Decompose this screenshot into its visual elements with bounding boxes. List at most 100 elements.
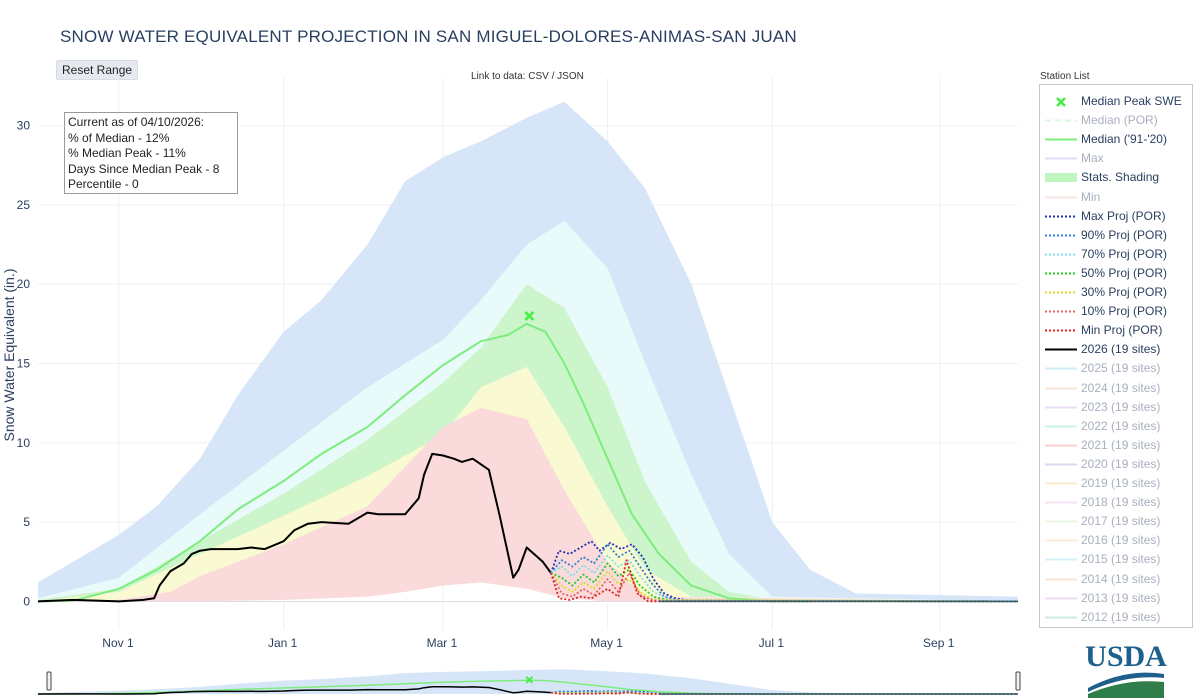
legend-label: Median Peak SWE: [1081, 94, 1182, 108]
legend-item-90-proj-por[interactable]: 90% Proj (POR): [1040, 226, 1192, 244]
range-series: [550, 691, 1018, 695]
x-tick-label: Nov 1: [102, 636, 134, 650]
legend-item-30-proj-por[interactable]: 30% Proj (POR): [1040, 283, 1192, 301]
legend-swatch: [1045, 196, 1077, 198]
series-10-proj-por-: [550, 572, 1019, 603]
legend-swatch: [1045, 253, 1077, 256]
legend-item-2019-19-sites[interactable]: 2019 (19 sites): [1040, 474, 1192, 492]
legend-swatch: [1045, 558, 1077, 561]
legend-label: Max Proj (POR): [1081, 208, 1166, 223]
legend-swatch: [1045, 272, 1077, 275]
series-min-proj-por-: [550, 559, 1018, 603]
series-lines: [37, 322, 1019, 603]
legend-item-2023-19-sites[interactable]: 2023 (19 sites): [1040, 398, 1192, 416]
legend-label: 2020 (19 sites): [1081, 456, 1161, 471]
legend-item-2022-19-sites[interactable]: 2022 (19 sites): [1040, 417, 1192, 435]
legend-swatch: [1045, 520, 1077, 523]
series-30-proj-por-: [550, 570, 1019, 603]
legend-item-2015-19-sites[interactable]: 2015 (19 sites): [1040, 550, 1192, 568]
legend-label: Min Proj (POR): [1081, 323, 1163, 338]
y-tick-label: 30: [17, 119, 31, 133]
legend-label: 2014 (19 sites): [1081, 571, 1161, 586]
legend-item-max[interactable]: Max: [1040, 149, 1192, 167]
legend-label: 10% Proj (POR): [1081, 304, 1168, 319]
legend-item-2025-19-sites[interactable]: 2025 (19 sites): [1040, 359, 1192, 377]
legend-swatch: [1045, 215, 1077, 218]
legend-swatch: [1045, 138, 1077, 141]
legend-item-70-proj-por[interactable]: 70% Proj (POR): [1040, 245, 1192, 263]
legend-item-50-proj-por[interactable]: 50% Proj (POR): [1040, 264, 1192, 282]
legend-label: 2012 (19 sites): [1081, 609, 1161, 624]
legend-label: 70% Proj (POR): [1081, 246, 1168, 261]
legend-swatch: [1045, 616, 1077, 619]
median-peak-marker: [524, 311, 535, 321]
legend-swatch: [1056, 97, 1066, 107]
legend-item-stats-shading[interactable]: Stats. Shading: [1040, 168, 1192, 186]
legend-item-2012-19-sites[interactable]: 2012 (19 sites): [1040, 608, 1192, 626]
y-axis-label: Snow Water Equivalent (in.): [1, 269, 17, 442]
legend-item-max-proj-por[interactable]: Max Proj (POR): [1040, 207, 1192, 225]
legend-label: 50% Proj (POR): [1081, 265, 1168, 280]
legend-item-2017-19-sites[interactable]: 2017 (19 sites): [1040, 512, 1192, 530]
legend-swatch: [1045, 578, 1077, 580]
range-slider[interactable]: [37, 669, 1021, 695]
legend-label: 2025 (19 sites): [1081, 361, 1161, 376]
legend-item-median-por[interactable]: Median (POR): [1040, 111, 1192, 129]
legend-item-median-91-20[interactable]: Median ('91-'20): [1040, 130, 1192, 148]
legend-swatch: [1045, 234, 1077, 237]
legend-item-2021-19-sites[interactable]: 2021 (19 sites): [1040, 436, 1192, 454]
info-line-median: % of Median - 12%: [68, 130, 170, 145]
station-list-label[interactable]: Station List: [1040, 71, 1090, 82]
x-tick-label: May 1: [590, 636, 623, 650]
data-link[interactable]: Link to data: CSV / JSON: [471, 71, 584, 82]
legend-label: 30% Proj (POR): [1081, 285, 1168, 299]
range-handle-right: [1015, 671, 1021, 691]
y-tick-label: 15: [17, 357, 31, 371]
x-tick-label: Jan 1: [268, 636, 298, 650]
info-line-percentile: Percentile - 0: [68, 177, 139, 191]
legend-swatch: [1045, 425, 1077, 428]
legend-swatch: [1045, 482, 1077, 485]
stat-bands: [38, 101, 1018, 602]
median-peak-group: [524, 311, 535, 321]
legend-swatch: [1045, 387, 1077, 389]
legend-item-2024-19-sites[interactable]: 2024 (19 sites): [1040, 379, 1192, 397]
legend-item-2016-19-sites[interactable]: 2016 (19 sites): [1040, 531, 1192, 549]
legend-label: 2021 (19 sites): [1081, 437, 1161, 452]
legend-swatch: [1045, 444, 1077, 447]
legend-label: Min: [1081, 189, 1101, 204]
reset-range-button[interactable]: Reset Range: [56, 60, 139, 80]
legend-item-2014-19-sites[interactable]: 2014 (19 sites): [1040, 570, 1192, 588]
legend-swatch: [1045, 539, 1077, 542]
legend-label: 2015 (19 sites): [1081, 552, 1161, 567]
legend-label: 2016 (19 sites): [1081, 533, 1161, 548]
legend-swatch: [1045, 173, 1077, 183]
legend-item-2018-19-sites[interactable]: 2018 (19 sites): [1040, 493, 1192, 511]
legend-swatch: [1045, 310, 1077, 313]
y-tick-label: 0: [23, 594, 30, 608]
logo-text: USDA: [1085, 640, 1167, 673]
legend-item-2020-19-sites[interactable]: 2020 (19 sites): [1040, 455, 1192, 473]
legend: Median Peak SWE Median (POR) Median ('91-'…: [1039, 84, 1193, 628]
x-tick-label: Mar 1: [427, 636, 458, 650]
legend-swatch: [1045, 597, 1077, 600]
legend-item-min-proj-por[interactable]: Min Proj (POR): [1040, 321, 1192, 339]
legend-item-10-proj-por[interactable]: 10% Proj (POR): [1040, 302, 1192, 320]
legend-swatch: [1045, 329, 1077, 332]
x-tick-label: Jul 1: [759, 636, 785, 650]
y-tick-label: 20: [17, 277, 31, 291]
legend-item-min[interactable]: Min: [1040, 188, 1192, 206]
info-line-days: Days Since Median Peak - 8: [68, 161, 220, 176]
legend-label: 2024 (19 sites): [1081, 380, 1161, 395]
legend-swatch: [1045, 348, 1077, 351]
legend-swatch: [1045, 501, 1077, 504]
legend-label: Stats. Shading: [1081, 170, 1160, 185]
current-info-box: Current as of 04/10/2026: % of Median - …: [64, 112, 238, 194]
legend-item-2026-19-sites[interactable]: 2026 (19 sites): [1040, 340, 1192, 358]
y-tick-label: 25: [17, 198, 31, 212]
legend-item-2013-19-sites[interactable]: 2013 (19 sites): [1040, 589, 1192, 607]
legend-label: 2022 (19 sites): [1081, 418, 1161, 433]
legend-item-median-peak-swe[interactable]: Median Peak SWE: [1040, 92, 1192, 110]
range-series: [37, 685, 551, 695]
legend-label: Median (POR): [1081, 113, 1158, 128]
